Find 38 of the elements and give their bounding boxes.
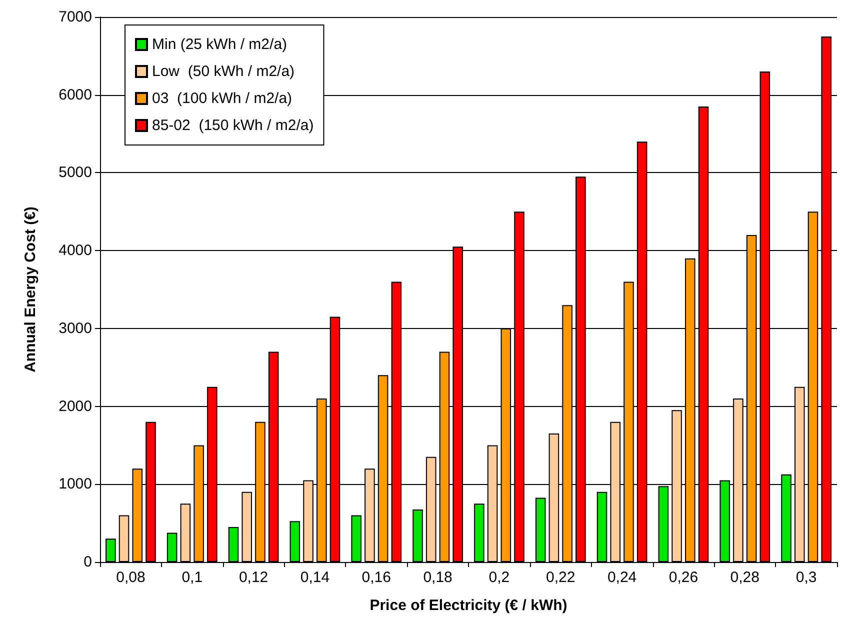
x-tick-label: 0,3 xyxy=(796,569,817,586)
x-tick-label: 0,28 xyxy=(730,569,760,586)
x-tick-label: 0,12 xyxy=(238,569,268,586)
y-tick-label: 2000 xyxy=(58,398,92,415)
bar xyxy=(290,521,300,562)
y-tick-label: 3000 xyxy=(58,320,92,337)
x-axis-title: Price of Electricity (€ / kWh) xyxy=(370,597,568,614)
x-tick-label: 0,22 xyxy=(546,569,576,586)
x-tick-label: 0,24 xyxy=(607,569,637,586)
bar xyxy=(535,498,546,562)
y-tick-label: 1000 xyxy=(58,476,92,493)
y-tick-label: 4000 xyxy=(58,242,92,260)
y-tick-label: 5000 xyxy=(58,164,92,182)
bar xyxy=(596,492,608,562)
x-tick-label: 0,08 xyxy=(116,569,146,586)
legend-label: Min (25 kWh / m2/a) xyxy=(152,36,288,53)
x-tick-label: 0,14 xyxy=(300,569,330,586)
legend-label: 03 (100 kWh / m2/a) xyxy=(152,90,292,107)
bar xyxy=(412,509,423,562)
x-tick-label: 0,18 xyxy=(423,569,452,586)
bar xyxy=(118,515,130,562)
bar xyxy=(242,492,252,562)
bar xyxy=(166,532,178,562)
bar xyxy=(180,504,191,562)
bar xyxy=(228,526,239,562)
y-tick-label: 0 xyxy=(84,554,92,570)
bar xyxy=(106,538,116,562)
x-tick-label: 0,2 xyxy=(488,569,510,586)
x-tick-label: 0,16 xyxy=(362,569,391,586)
bar xyxy=(474,504,484,562)
legend-label: 85-02 (150 kWh / m2/a) xyxy=(152,117,314,134)
x-tick-label: 0,1 xyxy=(182,569,203,586)
y-tick-label: 6000 xyxy=(58,86,92,104)
y-axis-title: Annual Energy Cost (€) xyxy=(22,206,39,372)
x-tick-label: 0,26 xyxy=(668,569,698,586)
legend-label: Low (50 kWh / m2/a) xyxy=(152,63,295,80)
y-tick-label: 7000 xyxy=(58,8,92,26)
bar xyxy=(351,515,362,562)
